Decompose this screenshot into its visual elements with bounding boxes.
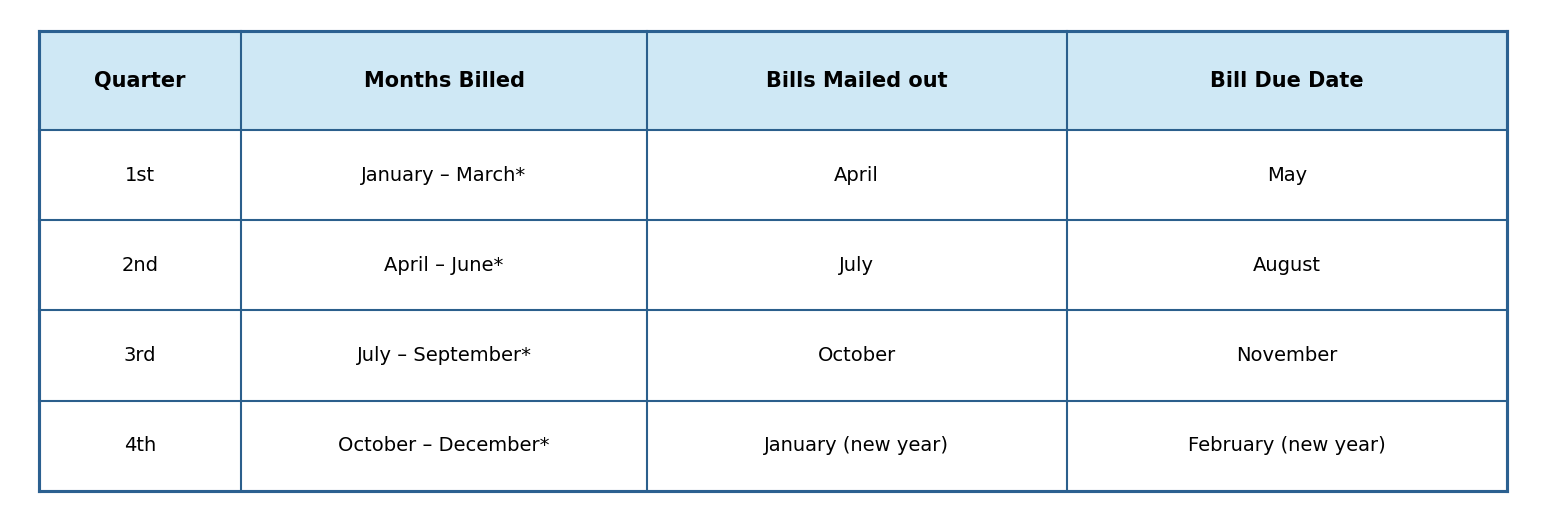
Text: October – December*: October – December* <box>339 436 550 455</box>
Text: April – June*: April – June* <box>385 256 504 275</box>
Bar <box>39 130 1507 220</box>
Text: January – March*: January – March* <box>362 165 527 185</box>
Text: Bill Due Date: Bill Due Date <box>1211 70 1364 91</box>
Text: August: August <box>1254 256 1320 275</box>
Text: January (new year): January (new year) <box>764 436 949 455</box>
Bar <box>39 400 1507 491</box>
Text: Bills Mailed out: Bills Mailed out <box>765 70 948 91</box>
Text: July – September*: July – September* <box>357 346 532 365</box>
Text: 2nd: 2nd <box>122 256 159 275</box>
Text: February (new year): February (new year) <box>1189 436 1385 455</box>
Text: May: May <box>1268 165 1306 185</box>
Text: 3rd: 3rd <box>124 346 156 365</box>
Bar <box>39 31 1507 491</box>
Bar <box>39 220 1507 311</box>
Text: November: November <box>1237 346 1337 365</box>
Text: 4th: 4th <box>124 436 156 455</box>
Text: October: October <box>818 346 895 365</box>
Text: Months Billed: Months Billed <box>363 70 524 91</box>
Text: July: July <box>839 256 873 275</box>
Text: Quarter: Quarter <box>94 70 186 91</box>
Bar <box>39 311 1507 400</box>
Bar <box>39 31 1507 130</box>
Text: April: April <box>835 165 880 185</box>
Text: 1st: 1st <box>125 165 155 185</box>
